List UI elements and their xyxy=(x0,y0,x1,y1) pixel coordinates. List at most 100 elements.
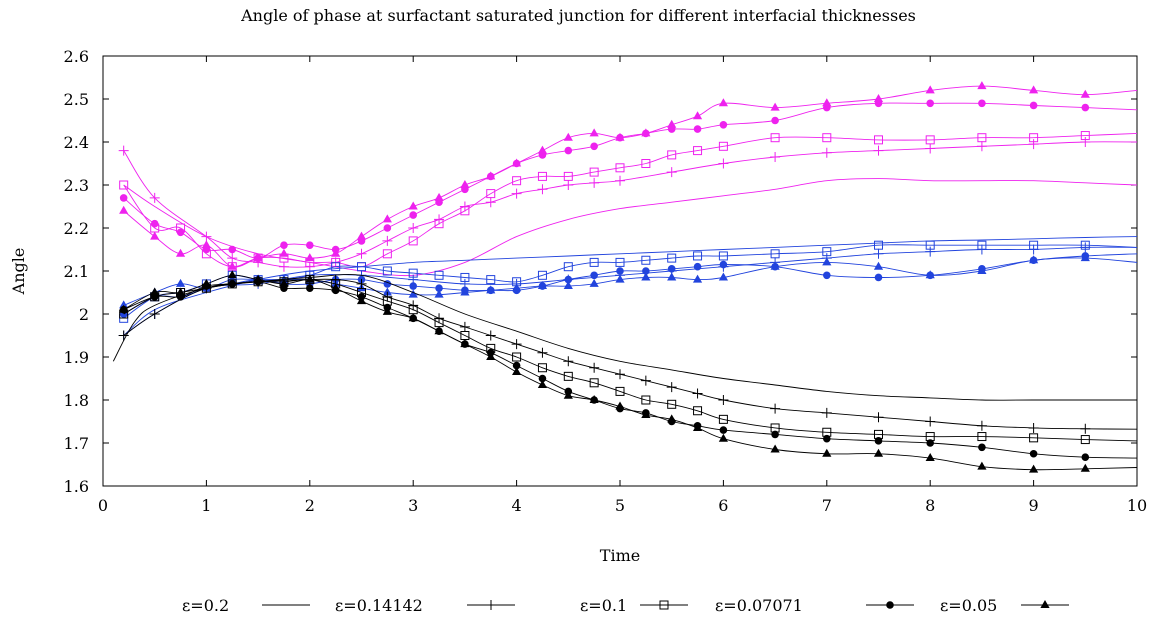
data-point-square xyxy=(822,133,832,143)
data-point-circle xyxy=(693,125,702,133)
data-point-triangle xyxy=(512,367,522,376)
data-point-circle xyxy=(926,439,934,447)
data-point-triangle xyxy=(589,278,599,287)
data-point-plus xyxy=(149,192,160,203)
legend-label: ε=0.05 xyxy=(940,596,997,615)
y-tick-label: 1.7 xyxy=(64,434,89,453)
data-point-circle xyxy=(886,601,894,609)
data-point-plus xyxy=(227,253,238,264)
data-point-triangle xyxy=(382,287,392,296)
legend-item: ε=0.14142 xyxy=(335,596,515,615)
data-point-triangle xyxy=(460,287,470,296)
x-tick-label: 1 xyxy=(201,496,211,515)
data-point-square xyxy=(563,171,573,181)
data-point-plus xyxy=(821,147,832,158)
y-tick-label: 2.3 xyxy=(64,176,89,195)
data-point-circle xyxy=(771,430,779,439)
y-tick-label: 2.5 xyxy=(64,90,89,109)
series-line xyxy=(123,178,1138,277)
data-point-triangle xyxy=(1029,85,1039,94)
data-point-triangle xyxy=(641,128,651,137)
x-axis-ticks: 0 1 2 3 4 5 6 7 8 9 10 xyxy=(98,56,1147,515)
data-point-triangle xyxy=(1040,600,1050,608)
data-point-triangle xyxy=(486,285,496,294)
data-point-triangle xyxy=(512,158,522,167)
data-point-triangle xyxy=(925,270,935,279)
y-tick-label: 1.9 xyxy=(64,348,89,367)
data-point-plus xyxy=(873,145,884,156)
data-point-plus xyxy=(589,177,600,188)
data-point-square xyxy=(977,432,987,442)
data-point-circle xyxy=(590,142,598,151)
data-point-triangle xyxy=(977,81,987,90)
data-point-square xyxy=(641,255,651,265)
data-point-triangle xyxy=(641,410,651,419)
data-point-plus xyxy=(485,330,496,341)
data-point-triangle xyxy=(1080,253,1090,262)
data-point-triangle xyxy=(563,390,573,399)
data-point-triangle xyxy=(873,448,884,457)
data-point-square xyxy=(718,251,728,261)
data-point-triangle xyxy=(227,270,237,279)
data-point-circle xyxy=(409,282,418,290)
data-point-plus xyxy=(666,382,677,393)
data-point-circle xyxy=(642,267,650,275)
data-point-triangle xyxy=(382,214,392,223)
data-point-square xyxy=(357,262,366,272)
series-blue-none xyxy=(123,236,1138,336)
data-point-circle xyxy=(719,260,728,269)
data-point-triangle xyxy=(667,119,677,128)
data-point-triangle xyxy=(331,283,341,292)
data-point-circle xyxy=(119,194,128,202)
data-point-triangle xyxy=(563,281,573,290)
data-point-triangle xyxy=(589,395,599,403)
data-point-triangle xyxy=(977,461,987,470)
data-point-triangle xyxy=(1080,89,1090,98)
data-point-triangle xyxy=(718,98,728,107)
data-point-plus xyxy=(770,152,781,163)
data-point-square xyxy=(693,146,703,156)
data-point-square xyxy=(563,262,573,272)
series-black-square xyxy=(119,275,1138,445)
data-point-plus xyxy=(873,412,884,423)
x-tick-label: 7 xyxy=(822,496,832,515)
data-point-circle xyxy=(926,99,934,108)
series-black-circle xyxy=(119,277,1138,461)
data-point-triangle xyxy=(434,192,444,201)
series-line xyxy=(123,253,1138,315)
data-point-triangle xyxy=(201,240,211,249)
data-point-square xyxy=(1029,433,1039,443)
data-point-circle xyxy=(228,245,237,254)
y-tick-label: 2.6 xyxy=(64,47,89,66)
data-point-triangle xyxy=(718,272,728,281)
data-point-plus xyxy=(1080,423,1091,434)
data-point-circle xyxy=(512,361,521,370)
data-point-square xyxy=(667,150,677,160)
series-layer xyxy=(112,81,1138,473)
data-point-square xyxy=(537,171,547,181)
data-point-plus xyxy=(1080,137,1091,147)
data-point-circle xyxy=(823,271,831,280)
data-point-plus xyxy=(1080,242,1091,253)
data-point-triangle xyxy=(667,414,677,423)
data-point-square xyxy=(718,141,728,151)
data-point-triangle xyxy=(537,281,548,290)
data-point-square xyxy=(460,206,470,216)
data-point-square xyxy=(486,189,496,199)
data-point-square xyxy=(537,270,547,280)
x-tick-label: 10 xyxy=(1127,496,1147,515)
legend: ε=0.2 ε=0.14142 ε=0.1 ε=0.07071 ε=0.05 xyxy=(182,596,1069,615)
data-point-square xyxy=(977,240,987,250)
data-point-triangle xyxy=(486,171,496,180)
data-point-triangle xyxy=(822,98,832,107)
legend-label: ε=0.07071 xyxy=(715,596,803,615)
data-point-triangle xyxy=(822,257,832,266)
x-tick-label: 2 xyxy=(305,496,315,515)
data-point-square xyxy=(693,406,703,416)
data-point-triangle xyxy=(667,272,677,281)
data-point-square xyxy=(641,395,651,405)
data-point-circle xyxy=(538,374,547,383)
data-point-circle xyxy=(306,284,314,293)
data-point-circle xyxy=(1029,449,1038,458)
data-point-triangle xyxy=(873,261,884,270)
